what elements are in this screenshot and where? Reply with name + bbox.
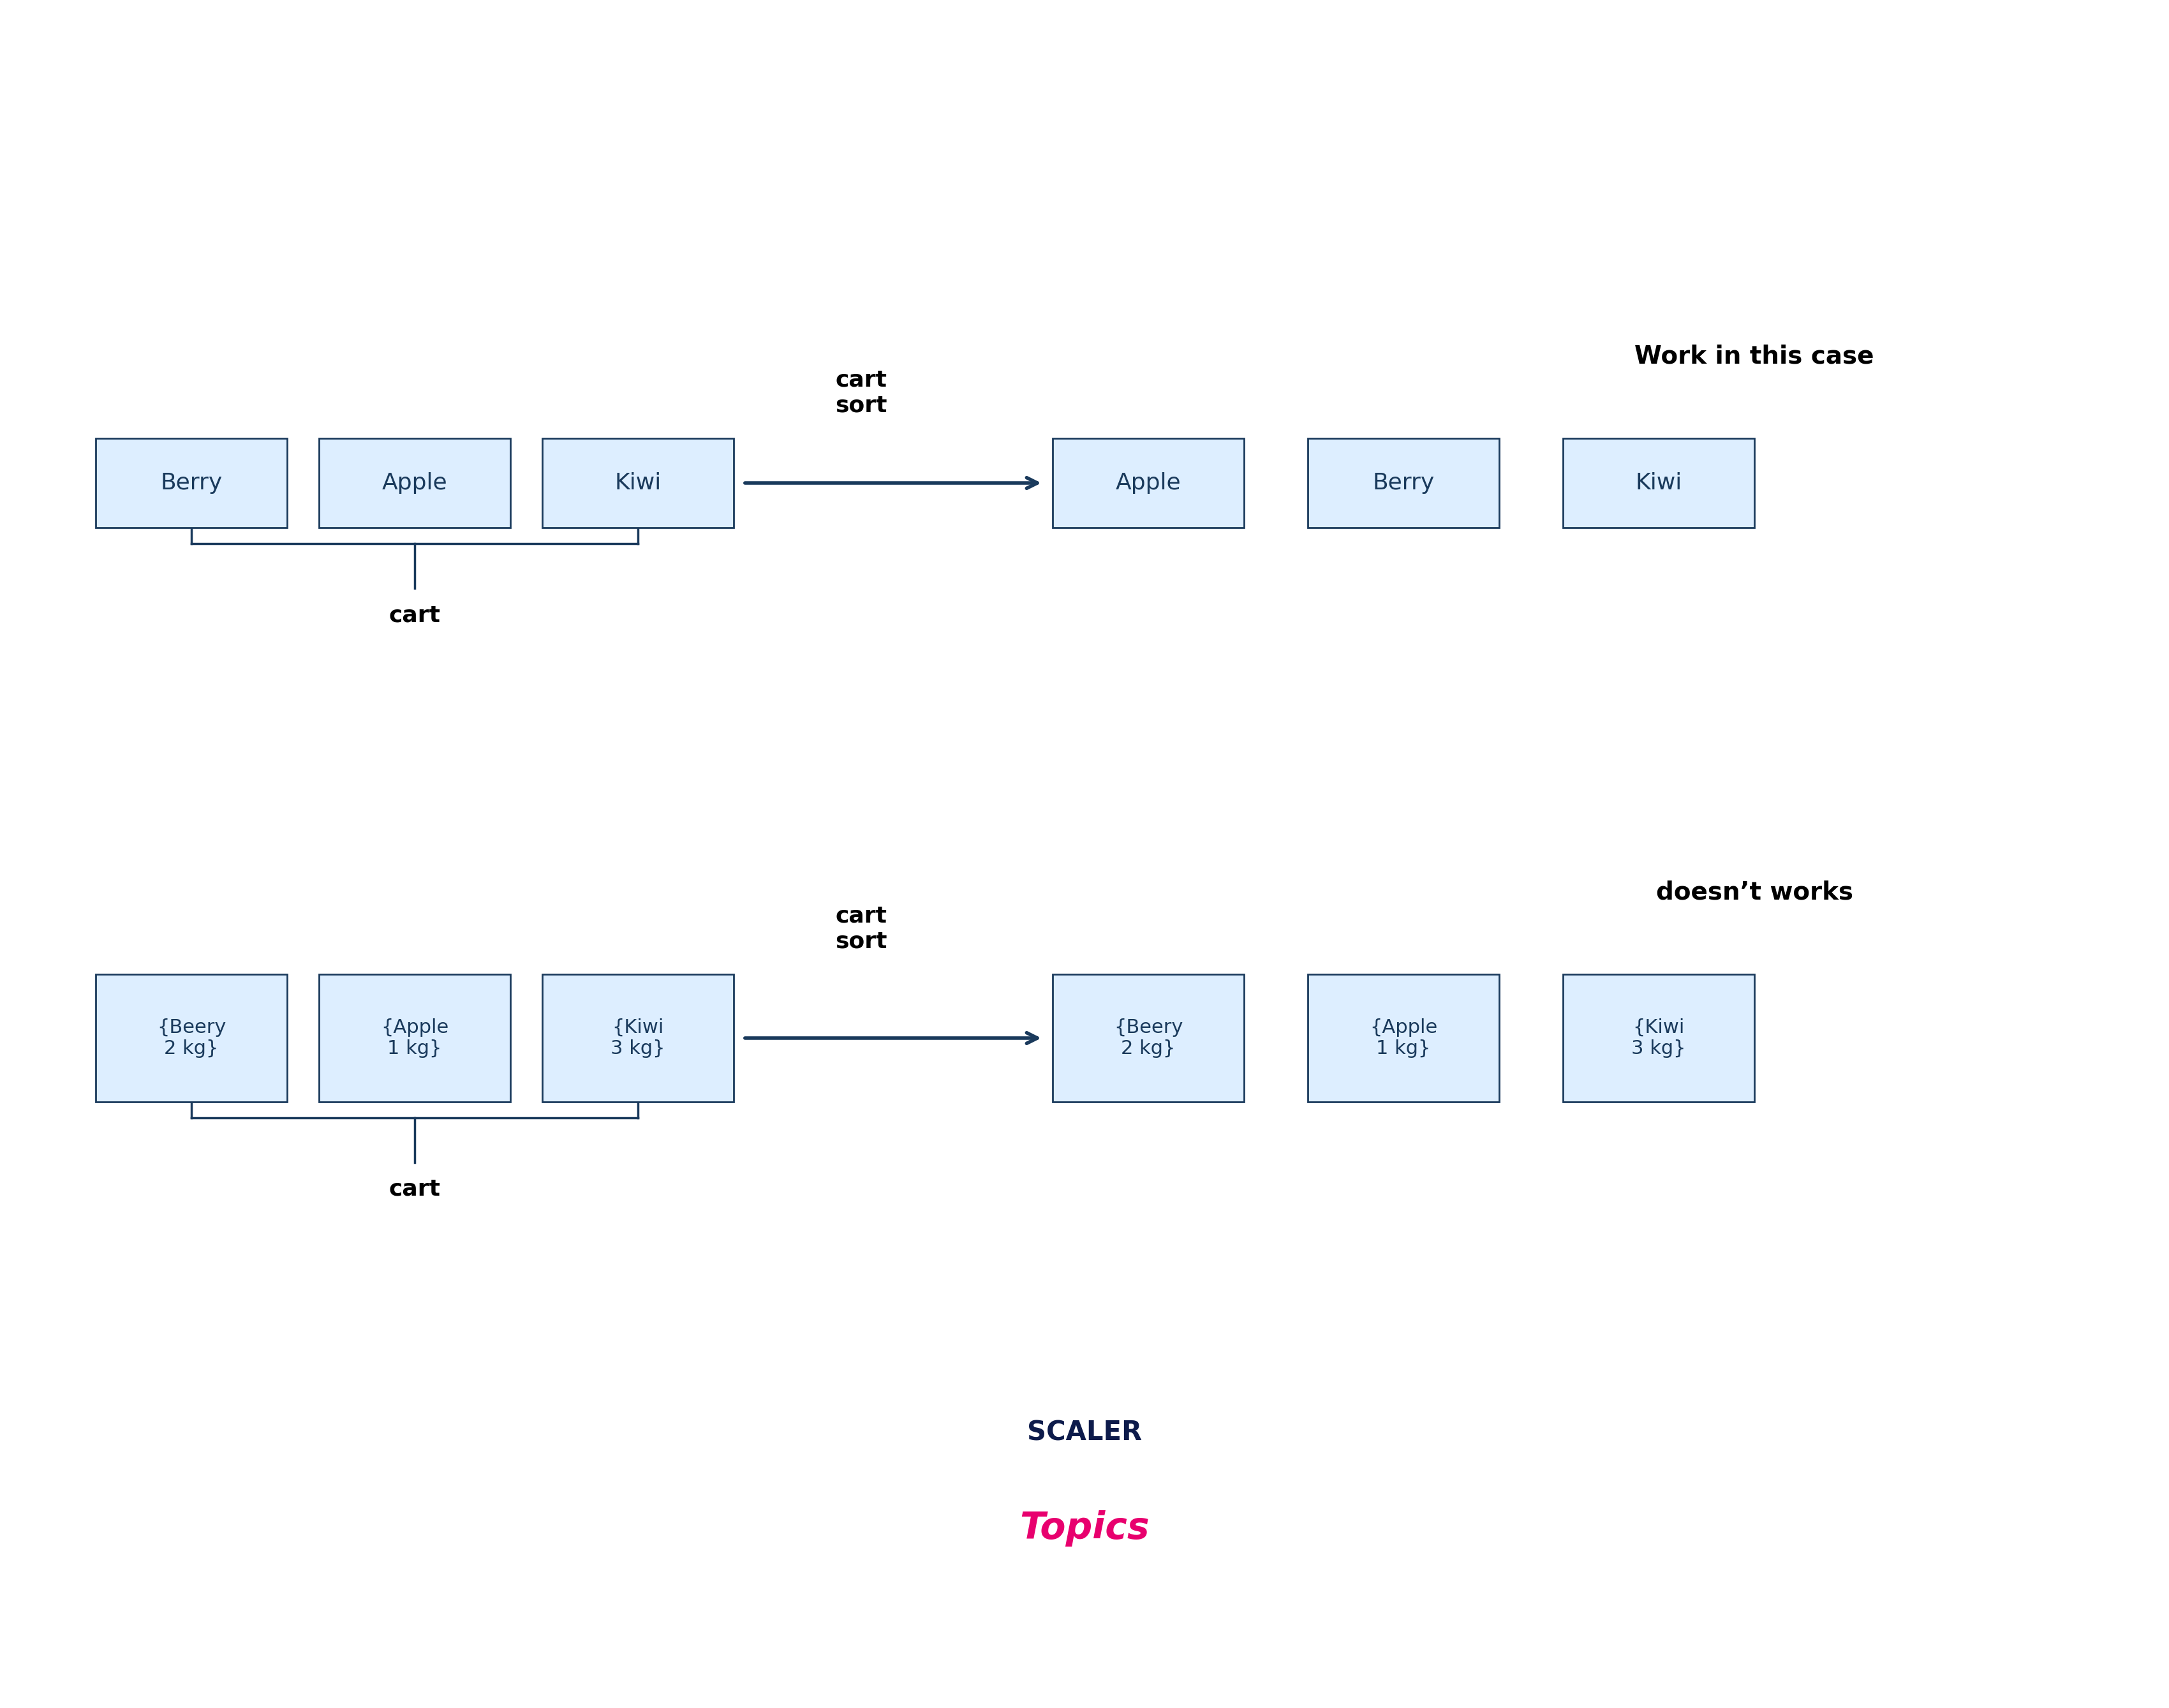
Text: Berry: Berry (161, 471, 223, 494)
Text: {Beery
2 kg}: {Beery 2 kg} (156, 1018, 226, 1057)
Text: Topics: Topics (1019, 1510, 1150, 1546)
FancyBboxPatch shape (319, 974, 510, 1102)
FancyBboxPatch shape (1564, 439, 1755, 528)
FancyBboxPatch shape (1308, 439, 1499, 528)
FancyBboxPatch shape (1052, 974, 1245, 1102)
Text: Apple: Apple (1115, 471, 1182, 494)
Text: doesn’t works: doesn’t works (1655, 880, 1852, 904)
Text: {Beery
2 kg}: {Beery 2 kg} (1113, 1018, 1182, 1057)
Text: {Apple
1 kg}: {Apple 1 kg} (1369, 1018, 1438, 1057)
FancyBboxPatch shape (542, 439, 733, 528)
FancyBboxPatch shape (95, 974, 286, 1102)
Text: {Kiwi
3 kg}: {Kiwi 3 kg} (1631, 1018, 1685, 1057)
Text: Work in this case: Work in this case (1635, 343, 1874, 369)
FancyBboxPatch shape (1308, 974, 1499, 1102)
Text: cart
sort: cart sort (835, 369, 887, 417)
Text: Kiwi: Kiwi (614, 471, 662, 494)
Text: Apple: Apple (382, 471, 447, 494)
Text: {Apple
1 kg}: {Apple 1 kg} (382, 1018, 449, 1057)
Text: cart: cart (388, 1179, 440, 1201)
Text: {Kiwi
3 kg}: {Kiwi 3 kg} (612, 1018, 666, 1057)
Text: Kiwi: Kiwi (1635, 471, 1681, 494)
FancyBboxPatch shape (95, 439, 286, 528)
FancyBboxPatch shape (1052, 439, 1245, 528)
FancyBboxPatch shape (542, 974, 733, 1102)
FancyBboxPatch shape (1564, 974, 1755, 1102)
Text: cart
sort: cart sort (835, 905, 887, 951)
Text: cart: cart (388, 605, 440, 625)
FancyBboxPatch shape (319, 439, 510, 528)
Text: Berry: Berry (1373, 471, 1434, 494)
Text: SCALER: SCALER (1028, 1419, 1141, 1447)
